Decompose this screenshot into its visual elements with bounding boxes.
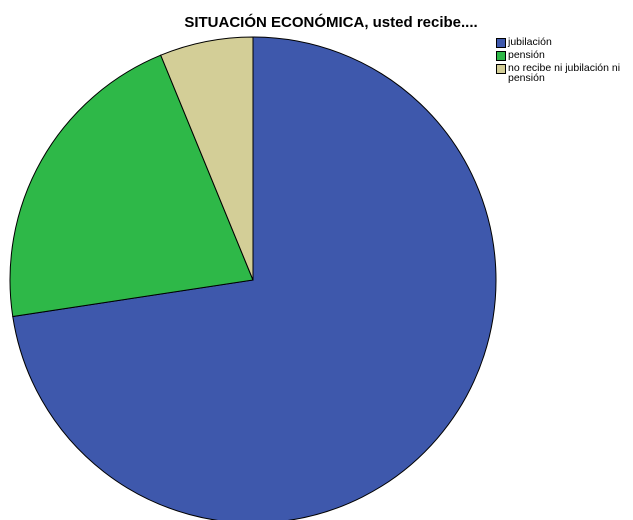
legend: jubilación pensión no recibe ni jubilaci… <box>496 37 633 85</box>
legend-item-jubilacion: jubilación <box>496 37 633 48</box>
legend-label-no-recibe: no recibe ni jubilación ni pensión <box>508 62 621 84</box>
legend-swatch-pension <box>496 51 506 61</box>
chart-title: SITUACIÓN ECONÓMICA, usted recibe.... <box>184 14 478 31</box>
pie-slice-no-recibe <box>160 36 254 281</box>
legend-item-pension: pensión <box>496 50 633 61</box>
pie-slice-pension <box>9 54 254 318</box>
legend-swatch-jubilacion <box>496 38 506 48</box>
legend-label-pension: pensión <box>508 49 545 61</box>
pie-slice-jubilacion <box>12 36 497 520</box>
legend-swatch-no-recibe <box>496 64 506 74</box>
legend-item-no-recibe: no recibe ni jubilación ni pensión <box>496 63 633 83</box>
legend-label-jubilacion: jubilación <box>508 36 552 48</box>
